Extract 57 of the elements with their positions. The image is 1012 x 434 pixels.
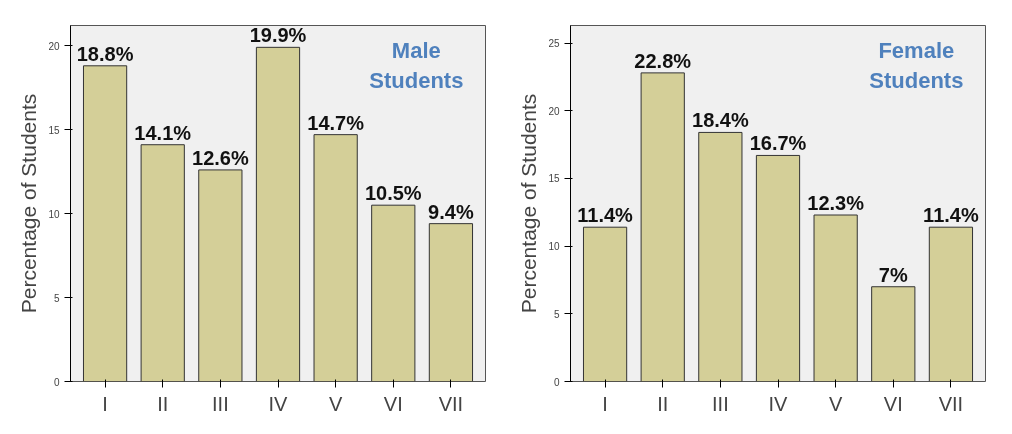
x-tick-label: VI	[383, 392, 403, 415]
x-tick-label: II	[157, 392, 169, 415]
data-label: 22.8%	[634, 49, 692, 72]
x-tick-label: VII	[438, 392, 464, 415]
bar	[255, 46, 301, 382]
data-label: 11.4%	[577, 204, 634, 227]
bar	[640, 72, 685, 382]
bar	[698, 131, 743, 382]
y-tick-label: 10	[548, 241, 560, 253]
bar	[813, 214, 858, 382]
data-label: 18.4%	[692, 109, 749, 132]
x-tick-label: V	[328, 392, 343, 415]
bar	[582, 226, 628, 382]
bar	[198, 169, 243, 382]
y-axis-title: Percentage of Students	[17, 93, 41, 314]
bar	[755, 154, 801, 382]
y-tick-label: 15	[48, 124, 60, 136]
bar	[140, 144, 185, 382]
y-tick-label: 0	[53, 376, 60, 388]
data-label: 12.3%	[807, 192, 865, 215]
x-tick-label: V	[828, 392, 843, 415]
y-axis-title: Percentage of Students	[517, 93, 541, 314]
data-label: 10.5%	[364, 182, 422, 205]
x-tick-label: VI	[883, 392, 903, 415]
bar	[928, 226, 974, 382]
data-label: 14.7%	[307, 111, 365, 134]
y-tick-label: 5	[53, 292, 60, 304]
x-tick-label: III	[712, 392, 729, 415]
x-tick-label: IV	[768, 392, 789, 415]
y-tick-label: 15	[548, 173, 560, 185]
bar	[371, 204, 416, 382]
x-tick-label: III	[212, 392, 229, 415]
data-label: 19.9%	[249, 24, 307, 47]
x-tick-label: IV	[268, 392, 289, 415]
bar	[82, 65, 128, 382]
y-tick-label: 5	[553, 308, 560, 320]
y-tick-label: 20	[548, 105, 560, 117]
x-tick-label: I	[602, 392, 608, 415]
data-label: 7%	[878, 263, 908, 286]
y-tick-label: 25	[548, 38, 560, 50]
bar	[313, 134, 358, 382]
text: Male Students	[369, 37, 464, 93]
data-label: 11.4%	[923, 204, 979, 227]
y-tick-label: 20	[48, 40, 60, 52]
data-label: 12.6%	[192, 146, 249, 169]
y-tick-label: 10	[48, 208, 60, 220]
bar	[428, 223, 474, 382]
data-label: 9.4%	[428, 200, 474, 223]
data-label: 16.7%	[749, 132, 807, 155]
x-tick-label: II	[657, 392, 669, 415]
data-label: 14.1%	[134, 121, 192, 144]
bar	[871, 286, 916, 382]
x-tick-label: VII	[938, 392, 964, 415]
data-label: 18.8%	[76, 42, 134, 65]
text: Female Students	[869, 37, 964, 93]
y-tick-label: 0	[553, 376, 560, 388]
x-tick-label: I	[102, 392, 108, 415]
